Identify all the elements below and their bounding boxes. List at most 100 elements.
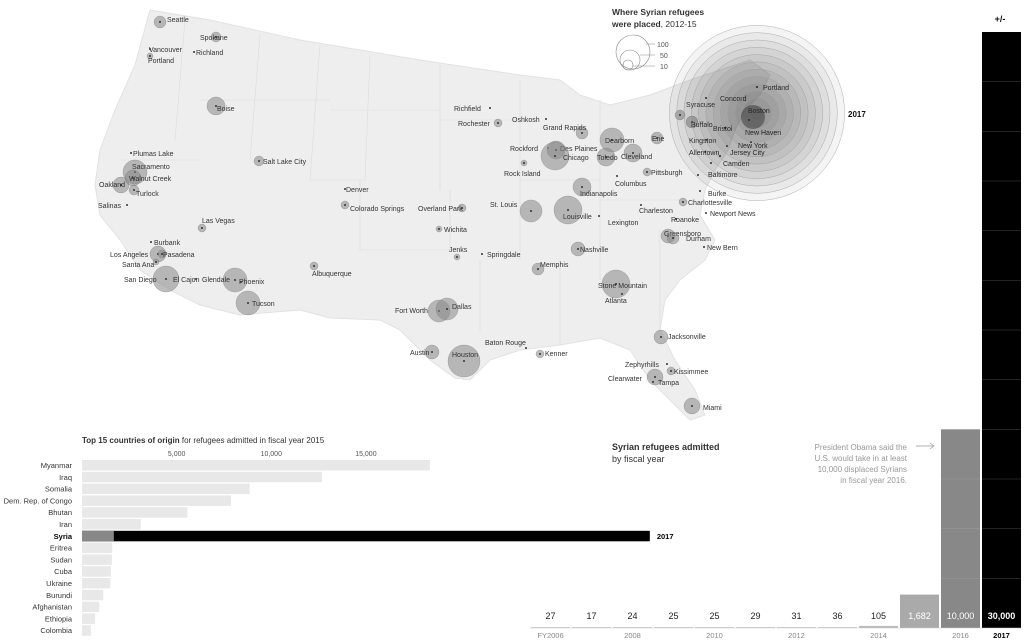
origin-category-label: Iraq <box>59 473 72 482</box>
city-dot <box>581 186 583 188</box>
origin-bar <box>82 507 188 518</box>
annotation-line: President Obama said the <box>815 443 908 452</box>
legend-label-10: 10 <box>660 64 668 71</box>
annotation-line: U.S. would take in at least <box>815 454 908 463</box>
bubble-2017 <box>669 25 845 201</box>
city-label: Portland <box>148 58 174 65</box>
city-dot <box>670 370 672 372</box>
city-dot <box>705 212 707 214</box>
city-dot <box>705 97 707 99</box>
city-dot <box>130 152 132 154</box>
year-bars: 27 17 24 25 25 29 31 36 105 1,682 10,000 30,000 <box>531 32 1021 628</box>
city-label: Houston <box>452 352 478 359</box>
city-dot <box>126 204 128 206</box>
origin-bar <box>82 613 96 624</box>
city-label: Burke <box>708 191 726 198</box>
city-roanoke: Roanoke <box>671 217 699 224</box>
city-dot <box>161 253 163 255</box>
city-label: Salt Lake City <box>263 159 307 166</box>
origin-syria-2017-label: 2017 <box>657 532 674 541</box>
city-label: San Diego <box>124 277 157 284</box>
city-label: Oakland <box>99 182 125 189</box>
city-dot <box>234 279 236 281</box>
city-label: Pasadena <box>163 252 195 259</box>
city-dot <box>149 48 151 50</box>
year-value-label: 25 <box>668 611 678 621</box>
city-denver: Denver <box>344 187 369 194</box>
city-dot <box>215 105 217 107</box>
origin-category-label: Ethiopia <box>45 614 73 623</box>
city-dot <box>193 51 195 53</box>
year-bar <box>736 627 775 628</box>
origin-title: Top 15 countries of origin for refugees … <box>82 436 325 445</box>
map-borders <box>120 19 680 345</box>
city-erie: Erie <box>650 131 665 145</box>
city-dot <box>258 160 260 162</box>
origin-ticks: 5,000 10,000 15,000 <box>168 451 377 458</box>
year-axis-label: 2014 <box>870 631 887 640</box>
bubble-2017-label: 2017 <box>848 110 866 119</box>
year-value-label: 29 <box>750 611 760 621</box>
city-dot <box>489 107 491 109</box>
city-label: Springdale <box>487 252 521 259</box>
origin-category-label: Somalia <box>45 485 73 494</box>
city-label: Jersey City <box>730 150 765 157</box>
city-label: Kenner <box>545 351 568 358</box>
city-dot <box>537 268 539 270</box>
city-new-bern: New Bern <box>703 245 738 252</box>
origin-category-label: Iran <box>59 520 72 529</box>
map-title-line1: Where Syrian refugees <box>612 7 704 17</box>
city-boise: Boise <box>206 96 235 116</box>
city-dot <box>481 253 483 255</box>
city-label: Rockford <box>510 146 538 153</box>
year-bar <box>900 594 939 628</box>
origin-tick-label: 10,000 <box>261 451 283 458</box>
city-colorado-springs: Colorado Springs <box>340 200 405 213</box>
year-bar <box>859 625 898 628</box>
city-dot <box>703 246 705 248</box>
origin-bar <box>82 625 91 636</box>
year-value-label: 25 <box>709 611 719 621</box>
city-label: Charleston <box>639 208 673 215</box>
city-label: Erie <box>652 136 665 143</box>
city-columbus: Columbus <box>615 175 647 188</box>
city-newport-news: Newport News <box>705 211 756 218</box>
city-chicago: Chicago <box>540 141 589 171</box>
origin-bar <box>82 601 100 613</box>
origin-category-label: Bhutan <box>48 508 72 517</box>
city-seattle: Seattle <box>153 15 189 29</box>
city-turlock: Turlock <box>128 184 159 198</box>
city-label: Los Angeles <box>110 252 149 259</box>
year-value-label: 1,682 <box>908 611 931 621</box>
origin-category-label: Colombia <box>40 626 73 635</box>
city-label: Plumas Lake <box>133 151 174 158</box>
city-dot <box>133 189 135 191</box>
city-dot <box>646 171 648 173</box>
year-bar <box>572 627 611 628</box>
origin-bar <box>82 519 141 530</box>
city-label: New Bern <box>707 245 738 252</box>
city-dot <box>581 132 583 134</box>
city-label: Austin <box>410 350 430 357</box>
city-label: Oshkosh <box>512 117 540 124</box>
city-syracuse: Syracuse <box>674 102 715 121</box>
year-axis-label: 2016 <box>952 631 969 640</box>
city-label: El Cajon <box>173 277 200 284</box>
city-oshkosh: Oshkosh <box>512 117 547 124</box>
city-kenner: Kenner <box>535 349 568 359</box>
city-label: Salinas <box>98 203 121 210</box>
city-label: Walnut Creek <box>129 176 172 183</box>
city-label: Clearwater <box>608 376 643 383</box>
city-label: Richfield <box>454 106 481 113</box>
city-dot <box>615 283 617 285</box>
city-dot <box>431 351 433 353</box>
origin-bar <box>82 578 111 589</box>
city-wichita: Wichita <box>435 225 467 234</box>
city-durham: Durham <box>666 231 711 245</box>
size-legend: 100 50 10 <box>615 34 669 71</box>
city-label: Bristol <box>713 126 733 133</box>
year-axis-label: 2012 <box>788 631 805 640</box>
year-value-label: 27 <box>545 611 555 621</box>
city-label: Overland Park <box>418 206 463 213</box>
year-value-label: 105 <box>871 611 886 621</box>
